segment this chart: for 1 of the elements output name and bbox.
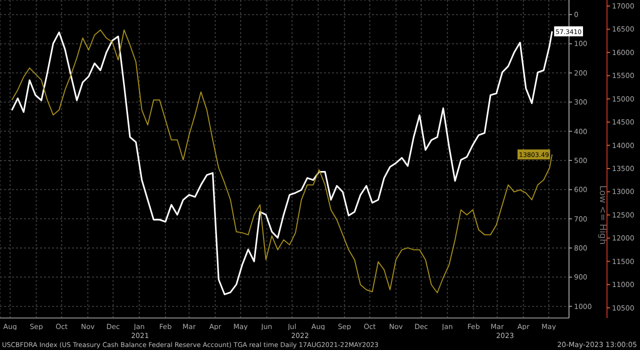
text: Low <= High bbox=[597, 185, 607, 245]
